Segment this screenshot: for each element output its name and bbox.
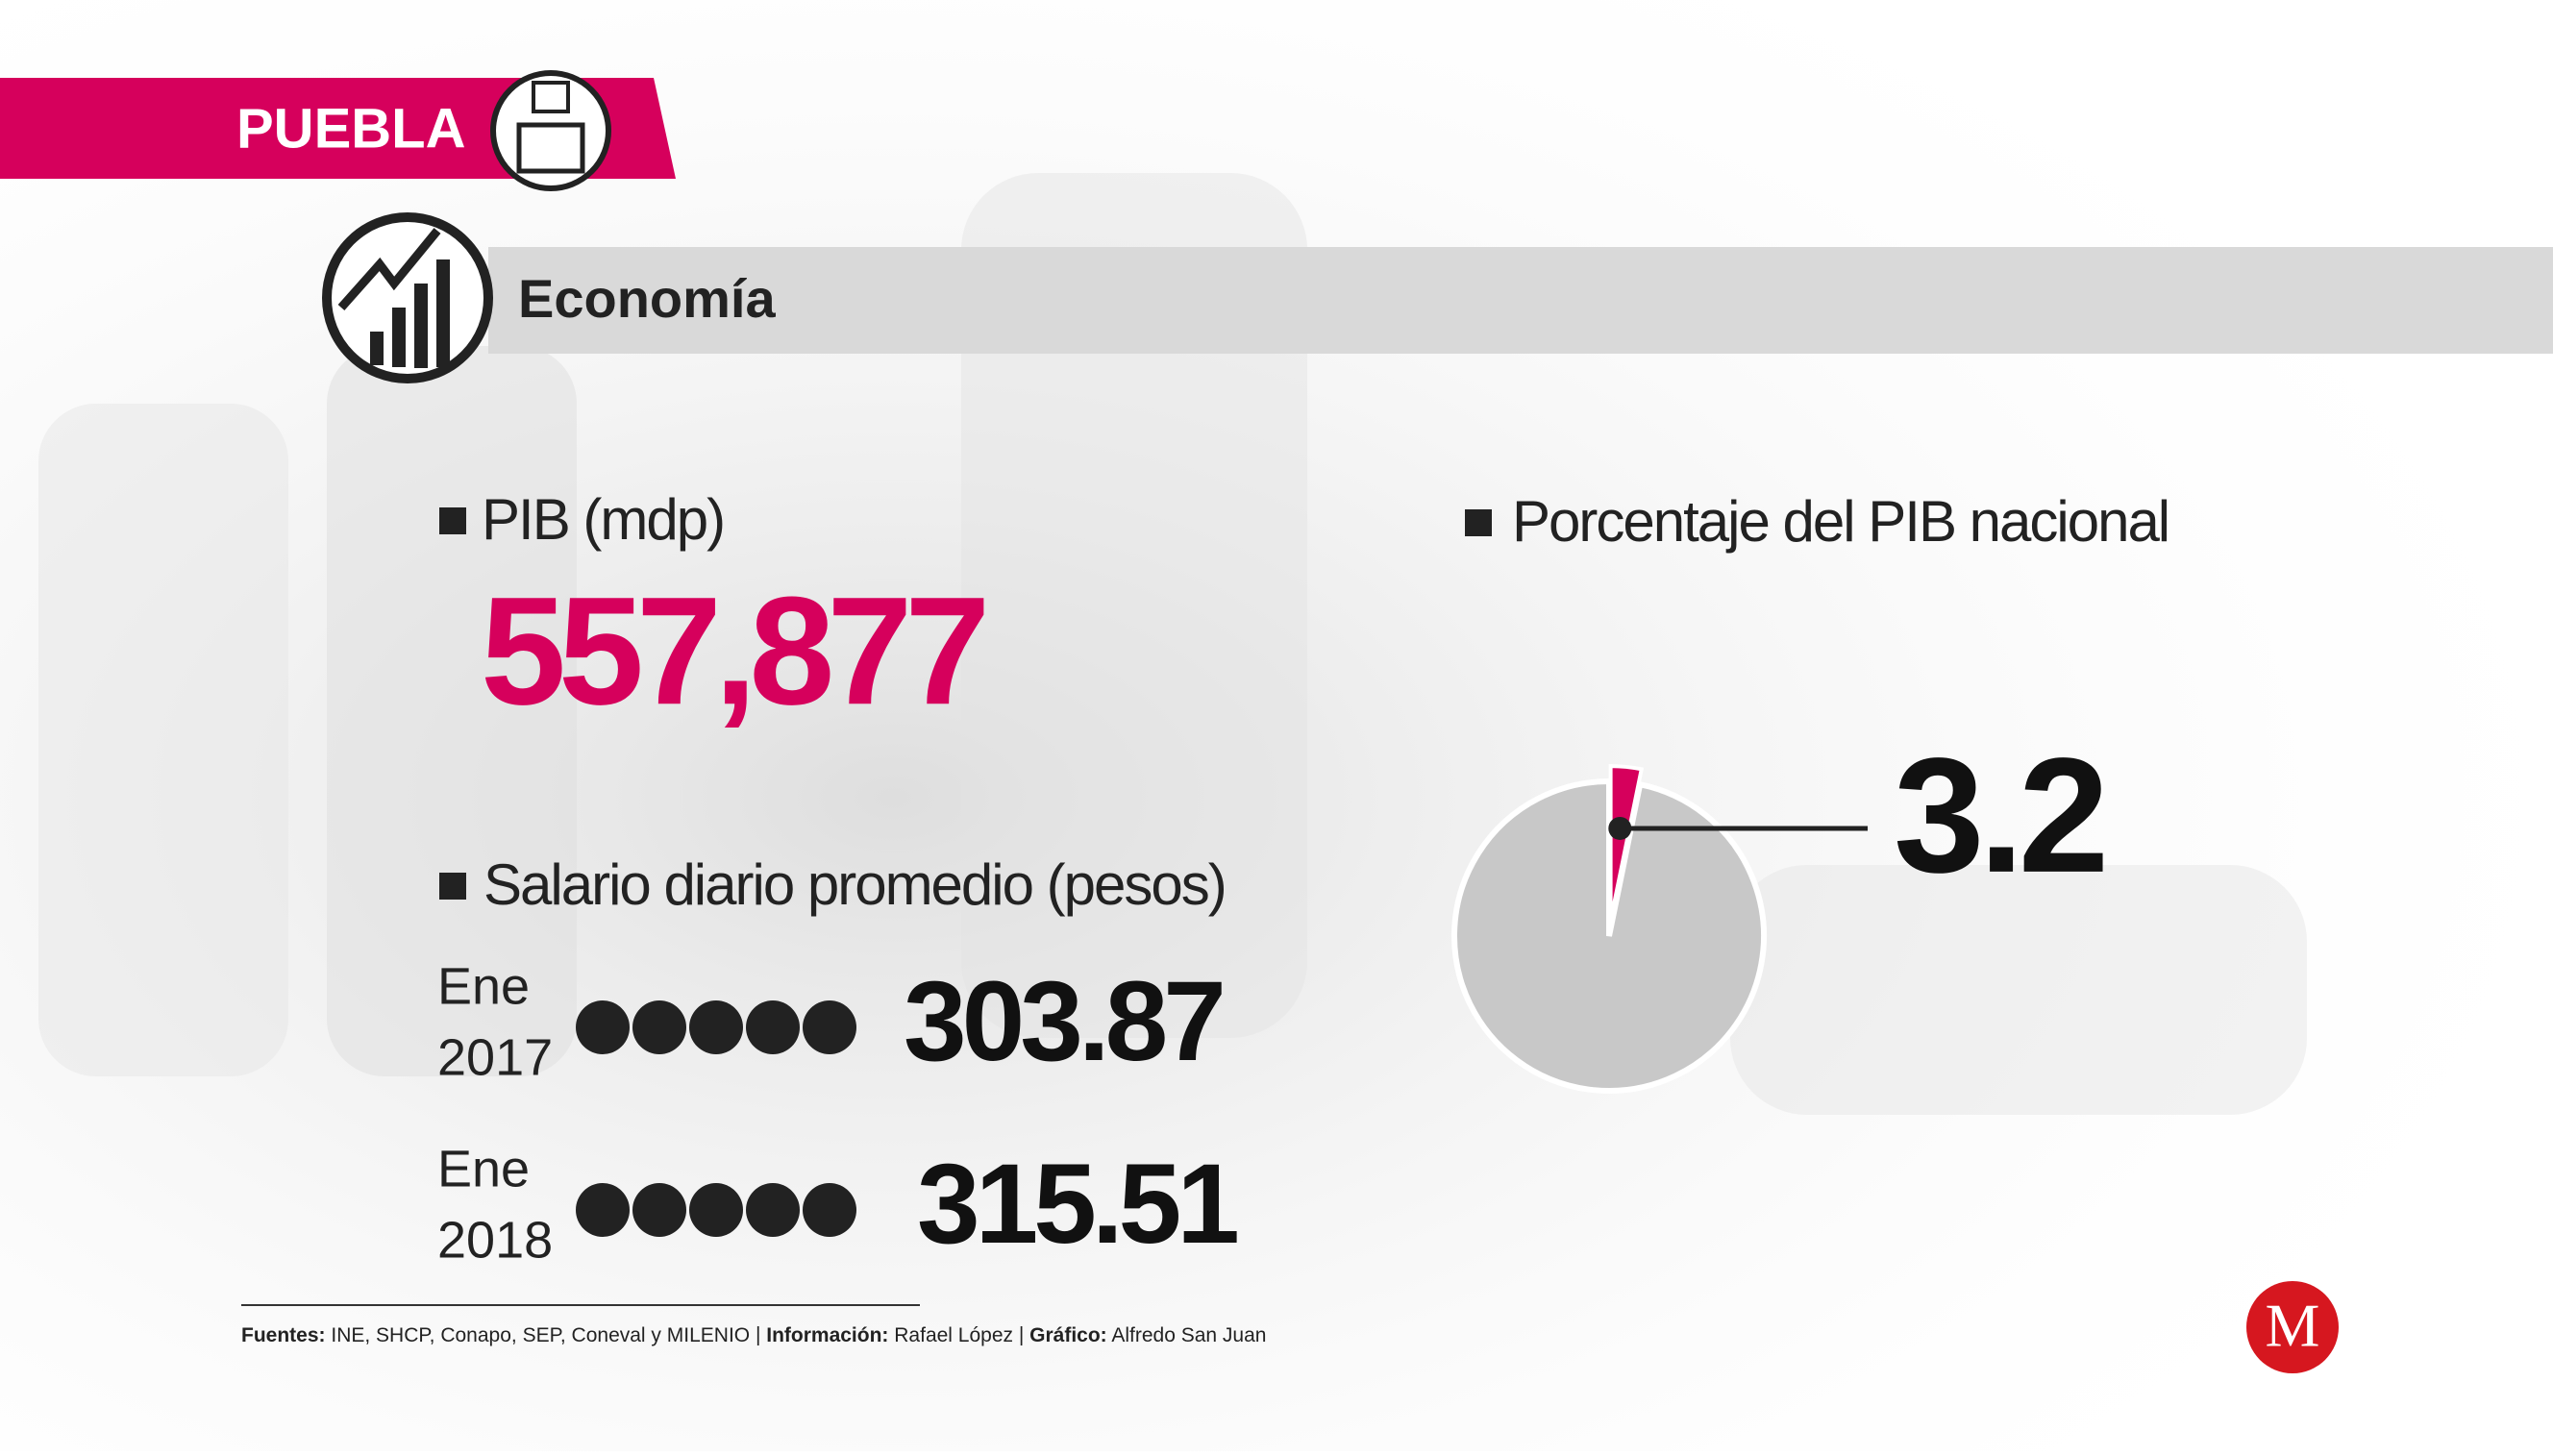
bullet: [439, 873, 466, 900]
info: Rafael López: [894, 1324, 1013, 1346]
bullet: [439, 507, 466, 534]
logo-circle: [2246, 1281, 2339, 1373]
pie-rest: [1450, 777, 1767, 1094]
bullet: [1465, 509, 1492, 536]
dot: [689, 1183, 743, 1237]
row-value: 303.87: [904, 958, 1222, 1085]
sources-label: Fuentes:: [241, 1324, 326, 1346]
row-year: 2017: [437, 1028, 553, 1086]
graphic-label: Gráfico:: [1029, 1324, 1107, 1346]
dot: [632, 1183, 686, 1237]
sources: INE, SHCP, Conapo, SEP, Coneval y MILENI…: [331, 1324, 750, 1346]
graphic: Alfredo San Juan: [1111, 1324, 1266, 1346]
info-label: Información:: [766, 1324, 888, 1346]
dot: [746, 1183, 800, 1237]
row-month: Ene: [437, 1140, 530, 1197]
section-title: Economía: [518, 268, 776, 329]
dot: [576, 1000, 630, 1054]
row-month: Ene: [437, 957, 530, 1015]
footer: Fuentes: INE, SHCP, Conapo, SEP, Coneval…: [241, 1324, 1266, 1346]
section-icon: [322, 212, 493, 383]
dot: [632, 1000, 686, 1054]
dot: [746, 1000, 800, 1054]
region: PUEBLA: [236, 97, 465, 160]
salario-label: Salario diario promedio (pesos): [483, 852, 1226, 917]
section-band: [488, 247, 2553, 354]
chart-title: Porcentaje del PIB nacional: [1512, 489, 2169, 554]
region-icon: [490, 70, 611, 191]
pib-value: 557,877: [481, 564, 983, 736]
dot: [689, 1000, 743, 1054]
dot: [576, 1183, 630, 1237]
data-label: 3.2: [1894, 725, 2103, 907]
pib-label: PIB (mdp): [482, 487, 724, 552]
pie-slice: [1608, 764, 1645, 922]
row-value: 315.51: [917, 1141, 1237, 1268]
row-year: 2018: [437, 1211, 553, 1269]
logo: M: [2266, 1292, 2320, 1360]
dot: [803, 1183, 856, 1237]
dot: [803, 1000, 856, 1054]
